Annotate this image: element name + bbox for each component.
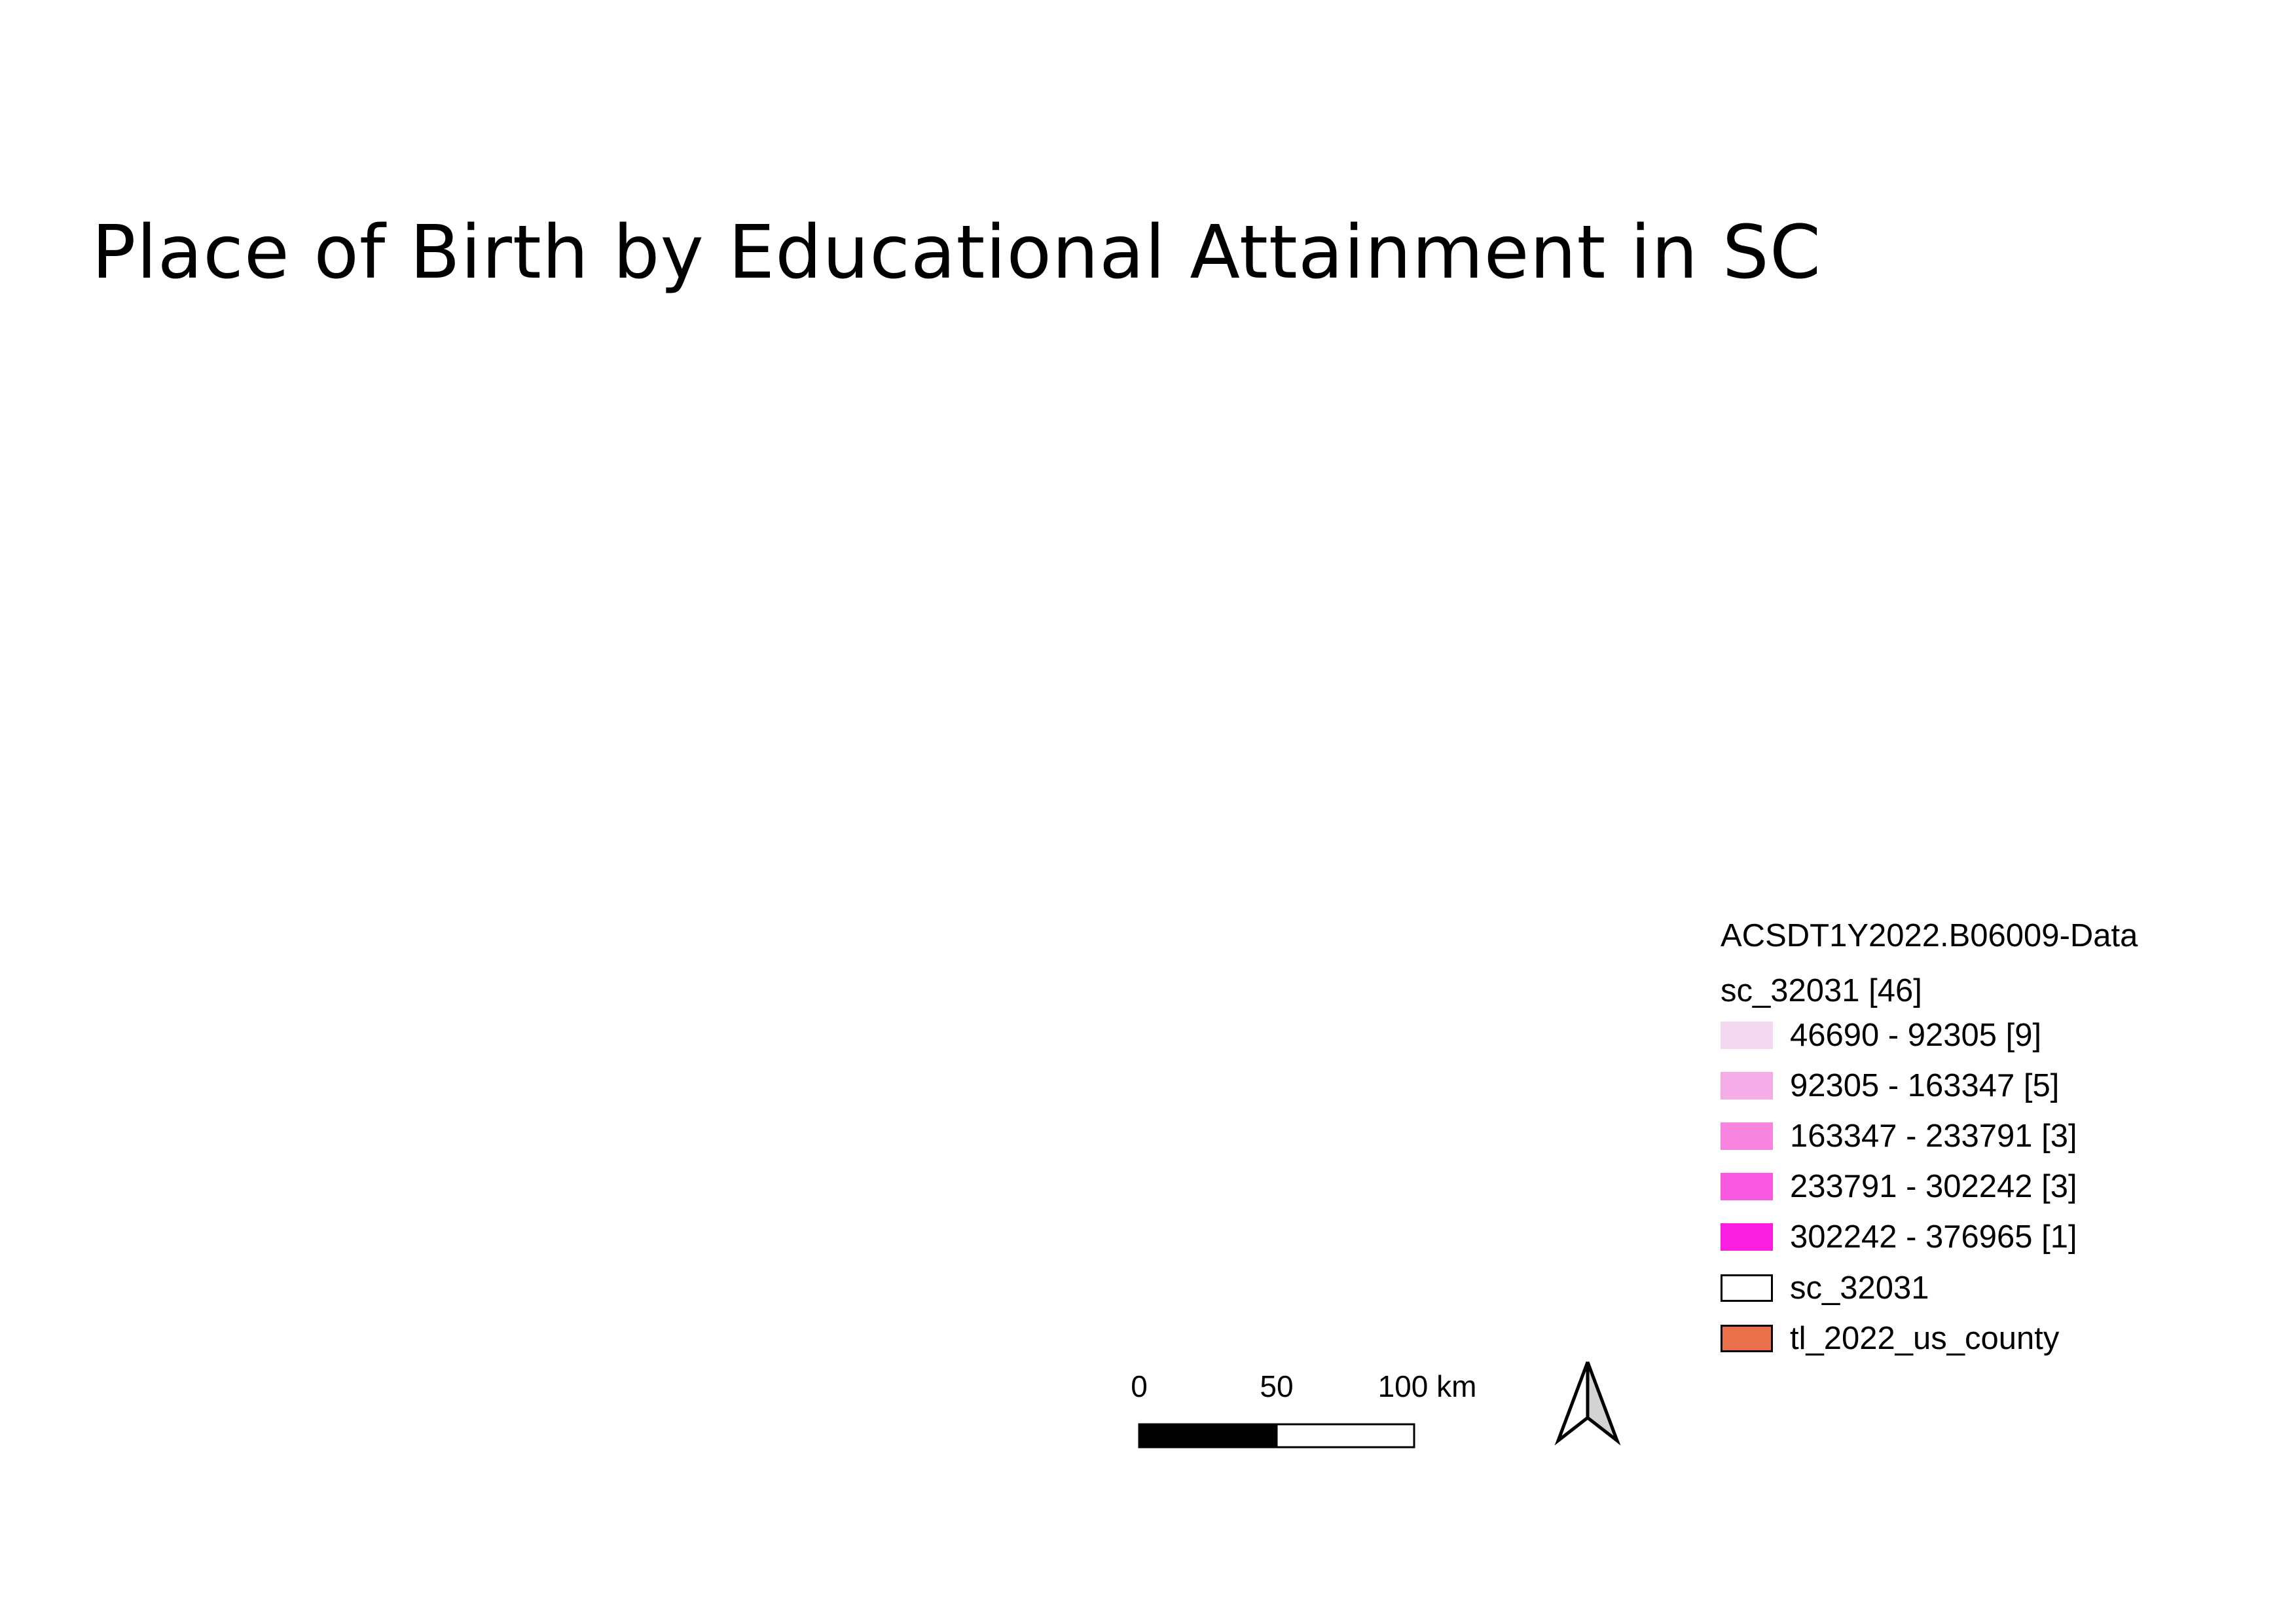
legend-swatch xyxy=(1721,1223,1773,1251)
legend-swatch xyxy=(1721,1072,1773,1099)
legend-class-6: sc_32031 xyxy=(1721,1272,1929,1304)
legend-class-4: 233791 - 302242 [3] xyxy=(1721,1168,2077,1204)
legend-class-label: 302242 - 376965 [1] xyxy=(1790,1219,2077,1255)
legend-class-label: 233791 - 302242 [3] xyxy=(1790,1168,2077,1204)
legend-class-2: 92305 - 163347 [5] xyxy=(1721,1067,2060,1103)
scale-bar: 0 50 100 km xyxy=(1126,1369,1519,1467)
scale-label-0: 0 xyxy=(1131,1369,1148,1403)
legend-class-label: 46690 - 92305 [9] xyxy=(1790,1017,2042,1053)
legend-swatch xyxy=(1721,1022,1773,1049)
legend-class-5: 302242 - 376965 [1] xyxy=(1721,1221,2077,1253)
legend-class-label: tl_2022_us_county xyxy=(1790,1320,2060,1356)
legend-swatch xyxy=(1721,1173,1773,1200)
legend-class-3: 163347 - 233791 [3] xyxy=(1721,1120,2077,1152)
legend-class-label: sc_32031 xyxy=(1790,1270,1929,1306)
scale-label-100km: 100 km xyxy=(1377,1369,1477,1403)
legend-swatch xyxy=(1721,1122,1773,1150)
scale-label-50: 50 xyxy=(1260,1369,1294,1403)
map-title: Place of Birth by Educational Attainment… xyxy=(92,210,1822,295)
scale-segment-black xyxy=(1138,1423,1278,1449)
legend-swatch xyxy=(1721,1325,1773,1352)
legend-class-1: 46690 - 92305 [9] xyxy=(1721,1017,2042,1053)
scale-bar-graphic xyxy=(1138,1423,1415,1449)
north-arrow-icon xyxy=(1554,1361,1621,1446)
legend-layer-title: sc_32031 [46] xyxy=(1721,973,1922,1008)
scale-segment-white xyxy=(1275,1423,1415,1449)
legend-class-7: tl_2022_us_county xyxy=(1721,1320,2060,1356)
legend-class-label: 163347 - 233791 [3] xyxy=(1790,1118,2077,1154)
legend-class-label: 92305 - 163347 [5] xyxy=(1790,1067,2060,1103)
legend-group-title: ACSDT1Y2022.B06009-Data xyxy=(1721,918,2138,953)
legend-swatch xyxy=(1721,1274,1773,1302)
